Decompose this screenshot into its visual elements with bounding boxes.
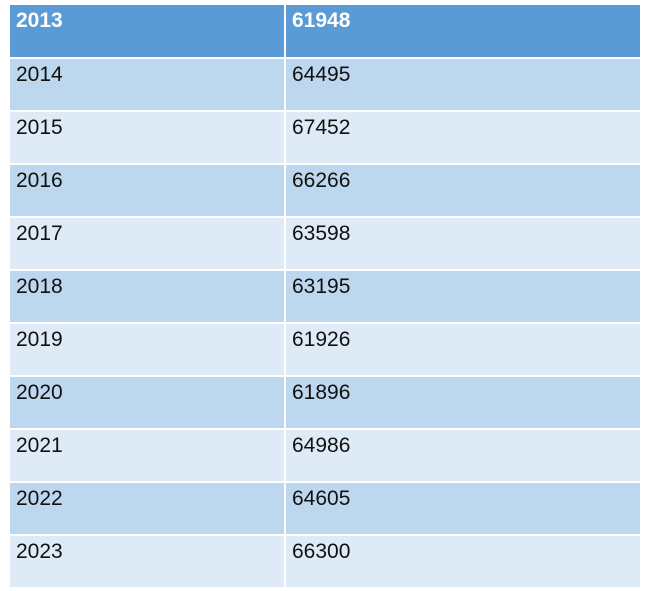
table-cell: 2019 — [8, 322, 286, 377]
table-cell: 2020 — [8, 375, 286, 430]
table-row: 2020 61896 — [8, 375, 642, 430]
table-cell: 2014 — [8, 57, 286, 112]
table-cell: 2023 — [8, 534, 286, 589]
table-row: 2018 63195 — [8, 269, 642, 324]
table-cell: 66266 — [284, 163, 642, 218]
table-row: 2021 64986 — [8, 428, 642, 483]
table-row: 2017 63598 — [8, 216, 642, 271]
table-row: 2015 67452 — [8, 110, 642, 165]
table-cell: 64986 — [284, 428, 642, 483]
table-cell: 61926 — [284, 322, 642, 377]
table-cell: 2021 — [8, 428, 286, 483]
table-cell: 2016 — [8, 163, 286, 218]
table-row: 2019 61926 — [8, 322, 642, 377]
header-cell: 2013 — [8, 5, 286, 59]
table-cell: 64495 — [284, 57, 642, 112]
table-cell: 66300 — [284, 534, 642, 589]
table-body: 2014 64495 2015 67452 2016 66266 2017 63598 2018… — [8, 57, 642, 589]
table-cell: 61896 — [284, 375, 642, 430]
table-cell: 67452 — [284, 110, 642, 165]
header-cell: 61948 — [284, 5, 642, 59]
table-row: 2016 66266 — [8, 163, 642, 218]
table-row: 2023 66300 — [8, 534, 642, 589]
table-cell: 2018 — [8, 269, 286, 324]
table-cell: 2015 — [8, 110, 286, 165]
table-cell: 64605 — [284, 481, 642, 536]
table-cell: 2017 — [8, 216, 286, 271]
table-cell: 63195 — [284, 269, 642, 324]
table-row: 2022 64605 — [8, 481, 642, 536]
data-table: 2013 61948 2014 64495 2015 67452 2016 66266 20… — [8, 5, 642, 589]
header-row: 2013 61948 — [8, 5, 642, 59]
table-cell: 63598 — [284, 216, 642, 271]
table-cell: 2022 — [8, 481, 286, 536]
table-head: 2013 61948 — [8, 5, 642, 59]
table-row: 2014 64495 — [8, 57, 642, 112]
